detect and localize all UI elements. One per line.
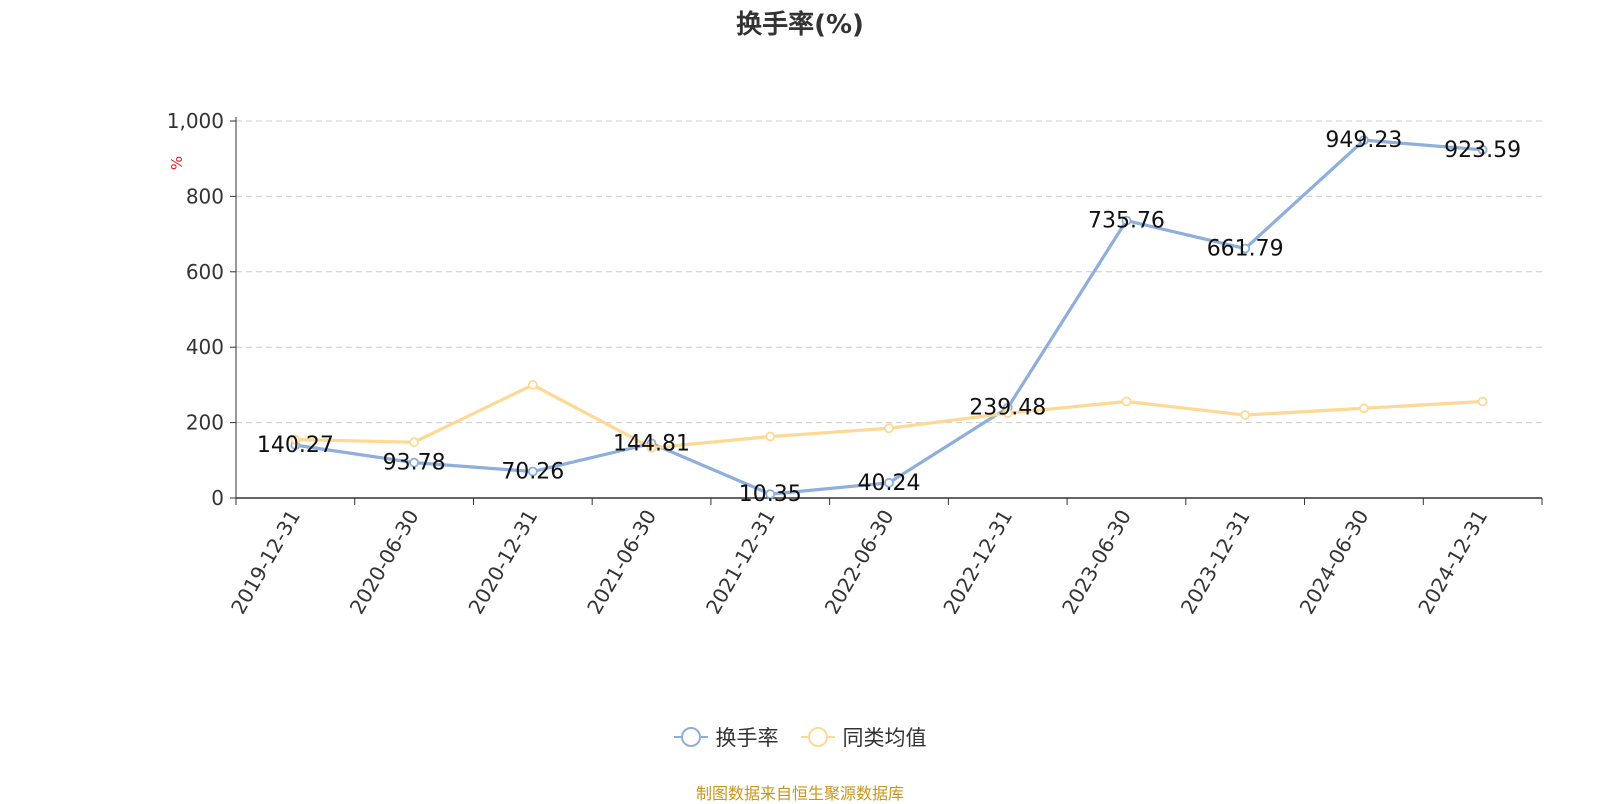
legend-marker-series-2 xyxy=(800,727,835,747)
data-label: 93.78 xyxy=(383,451,446,476)
data-point-series-1 xyxy=(884,477,894,488)
data-label: 735.76 xyxy=(1088,209,1165,234)
data-label: 70.26 xyxy=(501,460,564,485)
y-tick-label: 600 xyxy=(186,260,224,284)
data-point-series-1 xyxy=(1477,144,1488,155)
chart-legend: 换手率 同类均值 xyxy=(0,722,1600,752)
series-line-2 xyxy=(295,383,1483,450)
chart-title: 换手率(%) xyxy=(736,10,864,40)
y-tick-label: 400 xyxy=(186,335,224,359)
data-point-series-2 xyxy=(884,423,894,434)
data-label: 40.24 xyxy=(858,471,921,496)
data-label: 239.48 xyxy=(969,396,1046,421)
x-tick-label: 2024-06-30 xyxy=(1295,506,1374,619)
data-label: 10.35 xyxy=(739,482,802,507)
data-point-series-2 xyxy=(1002,408,1013,419)
x-tick-label: 2022-06-30 xyxy=(820,506,899,619)
data-point-series-2 xyxy=(290,434,301,445)
legend-item-series-2[interactable]: 同类均值 xyxy=(800,722,927,752)
x-tick-label: 2021-06-30 xyxy=(582,506,661,619)
data-point-series-1 xyxy=(765,489,776,499)
y-tick-label: 0 xyxy=(211,486,224,510)
data-point-series-1 xyxy=(1359,135,1369,146)
x-tick-label: 2023-06-30 xyxy=(1057,506,1136,619)
data-point-series-2 xyxy=(1121,396,1132,407)
x-tick-label: 2022-12-31 xyxy=(938,506,1017,619)
data-point-series-2 xyxy=(409,437,419,448)
data-label: 949.23 xyxy=(1325,128,1402,153)
x-tick-label: 2024-12-31 xyxy=(1413,506,1492,619)
x-tick-label: 2020-12-31 xyxy=(463,506,542,619)
y-tick-label: 200 xyxy=(186,411,224,435)
data-label: 144.81 xyxy=(613,431,690,456)
x-tick-label: 2020-06-30 xyxy=(345,506,424,619)
legend-marker-series-1 xyxy=(673,727,708,747)
y-tick-label: 1,000 xyxy=(167,109,224,133)
data-label: 661.79 xyxy=(1207,237,1284,262)
x-tick-label: 2021-12-31 xyxy=(701,506,780,619)
data-point-series-1 xyxy=(1240,243,1251,254)
x-tick-label: 2023-12-31 xyxy=(1176,506,1255,619)
source-note: 制图数据来自恒生聚源数据库 xyxy=(695,784,904,803)
data-point-series-2 xyxy=(765,431,776,442)
x-tick-label: 2019-12-31 xyxy=(226,506,305,619)
data-point-series-2 xyxy=(1359,403,1369,414)
data-point-series-1 xyxy=(527,466,538,477)
legend-item-series-1[interactable]: 换手率 xyxy=(673,722,779,752)
legend-label-series-2: 同类均值 xyxy=(842,726,927,750)
legend-label-series-1: 换手率 xyxy=(715,726,779,750)
data-point-series-1 xyxy=(1121,215,1132,226)
data-point-series-2 xyxy=(1477,396,1488,407)
data-label: 923.59 xyxy=(1444,138,1521,163)
y-axis-label: % xyxy=(168,156,186,170)
data-point-series-1 xyxy=(409,457,419,468)
data-point-series-2 xyxy=(1240,410,1251,420)
data-point-series-2 xyxy=(527,379,538,390)
data-label: 140.27 xyxy=(257,433,334,458)
y-tick-label: 800 xyxy=(186,184,224,208)
series-line-1 xyxy=(295,138,1483,496)
data-point-series-2 xyxy=(646,442,657,453)
